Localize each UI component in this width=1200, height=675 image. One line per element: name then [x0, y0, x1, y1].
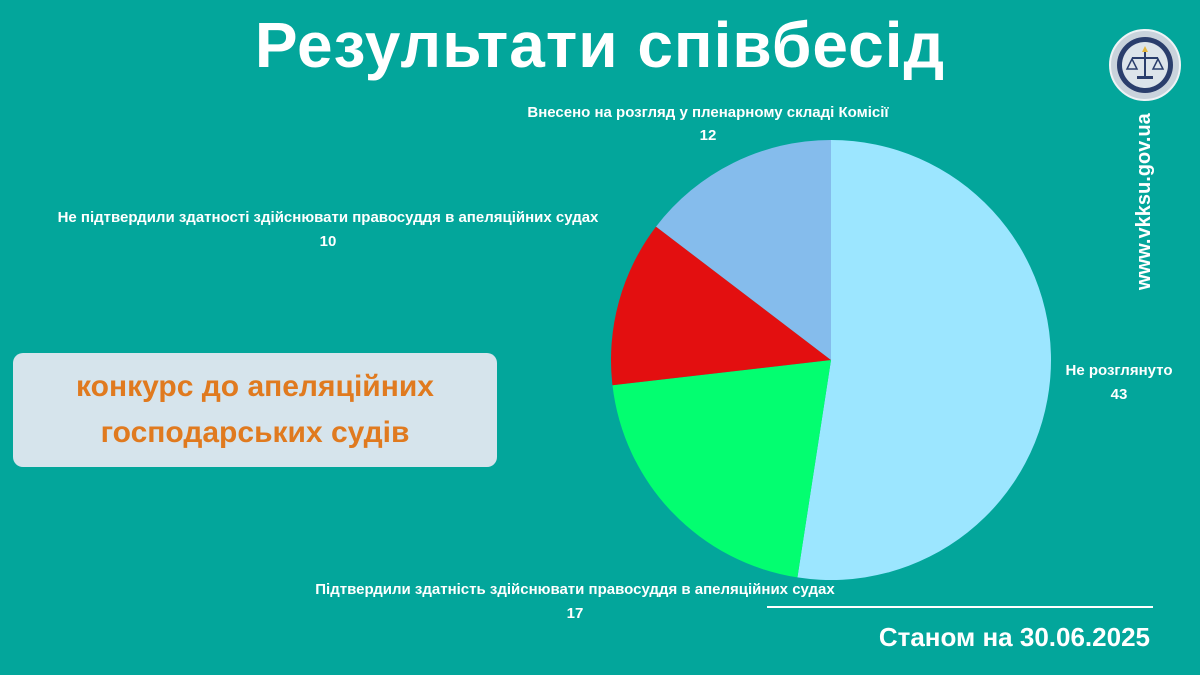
contest-info-text: конкурс до апеляційних господарських суд… [35, 364, 475, 456]
pie-slice-rejected [611, 226, 831, 386]
pie-slice-confirmed [612, 360, 831, 578]
slice-label-not-reviewed-name: Не розглянуто [1066, 362, 1173, 379]
pie-slice-plenary [656, 140, 831, 360]
slice-label-not-reviewed-value: 43 [1111, 386, 1128, 403]
slice-label-confirmed-name: Підтвердили здатність здійснювати правос… [315, 581, 835, 598]
commission-emblem-icon [1109, 29, 1181, 101]
pie-slice-not-reviewed [797, 140, 1051, 580]
slice-label-confirmed-value: 17 [567, 605, 584, 622]
contest-info-line-2: господарських судів [100, 416, 410, 449]
slice-label-rejected-name: Не підтвердили здатності здійснювати пра… [58, 209, 599, 226]
slice-label-plenary-name: Внесено на розгляд у пленарному складі К… [527, 104, 889, 121]
contest-info-box: конкурс до апеляційних господарських суд… [13, 353, 497, 467]
contest-info-line-1: конкурс до апеляційних [76, 370, 434, 403]
slice-label-plenary-value: 12 [700, 127, 717, 144]
slice-label-rejected-value: 10 [320, 233, 337, 250]
as-of-date: Станом на 30.06.2025 [878, 622, 1150, 652]
page-title: Результати співбесід [254, 9, 946, 81]
date-divider [767, 606, 1153, 608]
